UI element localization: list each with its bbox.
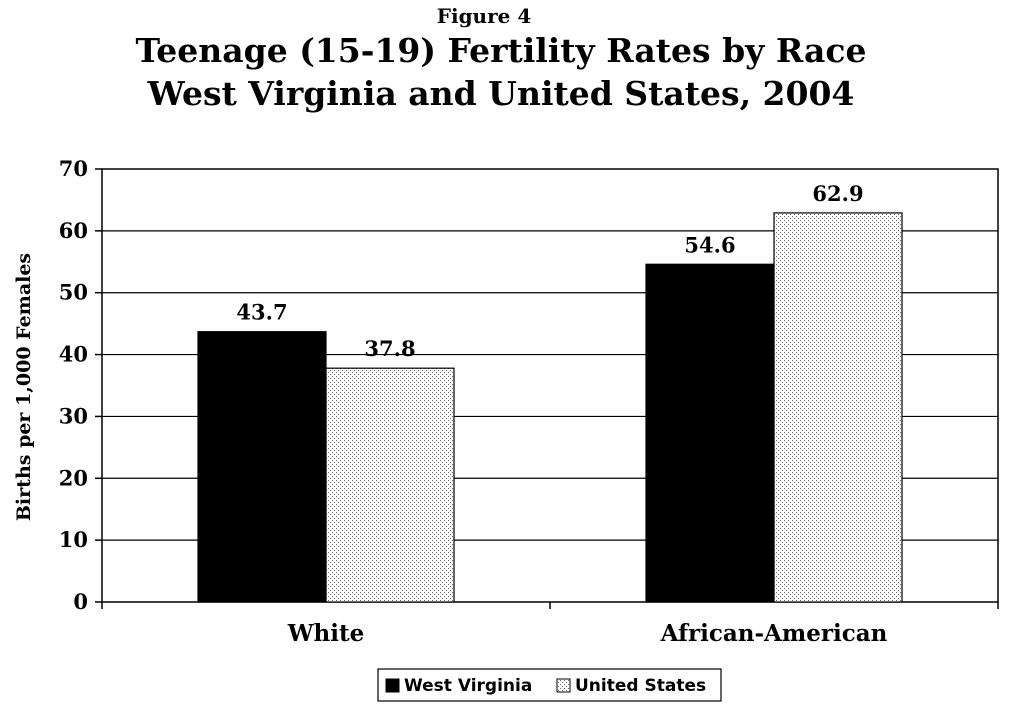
y-tick-label: 60 — [59, 218, 88, 243]
data-label: 54.6 — [684, 232, 735, 257]
chart-title-line-1: Teenage (15-19) Fertility Rates by Race — [136, 31, 867, 70]
y-tick-label: 50 — [59, 280, 88, 305]
legend-swatch — [556, 678, 571, 693]
x-category-label: White — [287, 620, 365, 647]
y-axis-label: Births per 1,000 Females — [13, 253, 35, 521]
y-tick-label: 70 — [59, 156, 88, 181]
bar — [197, 331, 327, 603]
y-tick-label: 10 — [59, 527, 88, 552]
y-tick-label: 20 — [59, 465, 88, 490]
plot-area: 0 10 20 30 40 50 60 70 43.7 37.8 White 54.6 62.9 Afri… — [59, 156, 999, 647]
chart-title-line-2: West Virginia and United States, 2004 — [147, 74, 855, 113]
bar — [645, 263, 775, 603]
data-label: 37.8 — [364, 336, 415, 361]
figure-label: Figure 4 — [437, 4, 532, 28]
bar — [325, 367, 455, 603]
legend-entry-label: United States — [575, 676, 706, 696]
legend-entry-label: West Virginia — [404, 676, 532, 696]
y-tick-label: 40 — [59, 342, 88, 367]
data-label: 43.7 — [236, 300, 287, 325]
bar — [773, 212, 903, 603]
legend-swatch — [385, 678, 400, 693]
legend: West Virginia United States — [377, 668, 722, 702]
y-tick-label: 30 — [59, 403, 88, 428]
data-label: 62.9 — [812, 181, 863, 206]
y-tick-label: 0 — [73, 589, 88, 614]
legend-box — [377, 668, 722, 702]
x-category-label: African-American — [660, 620, 888, 647]
